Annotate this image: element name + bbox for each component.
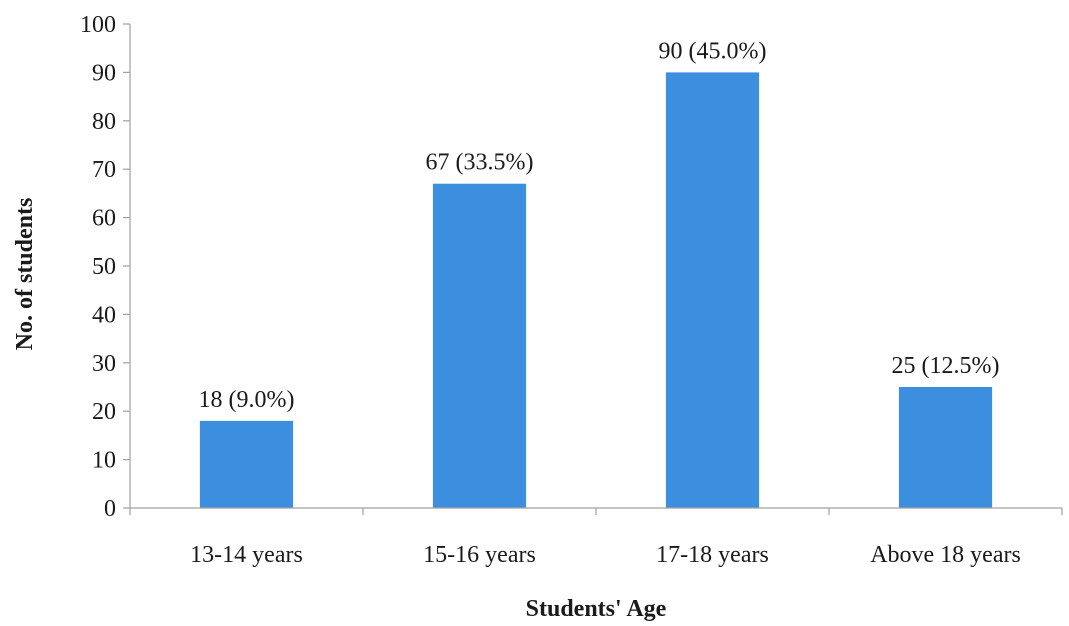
x-tick-label: Above 18 years: [870, 542, 1021, 568]
x-tick-label: 13-14 years: [190, 542, 303, 568]
bars: [199, 72, 993, 509]
bar-data-label: 18 (9.0%): [199, 387, 295, 413]
y-tick-label: 80: [92, 109, 116, 135]
x-axis-title: Students' Age: [526, 596, 667, 622]
x-tick-label: 15-16 years: [423, 542, 536, 568]
y-tick-label: 20: [92, 399, 116, 425]
x-axis-tick-labels: 13-14 years 15-16 years 17-18 years Above 1…: [129, 508, 1063, 568]
bar-data-label: 90 (45.0%): [659, 38, 767, 64]
bar: [199, 420, 294, 508]
y-tick-label: 50: [92, 254, 116, 280]
y-tick-label: 70: [92, 157, 116, 183]
y-tick-label: 10: [92, 448, 116, 474]
x-tick-label: 17-18 years: [656, 542, 769, 568]
bar: [432, 183, 527, 508]
bar-data-label: 67 (33.5%): [426, 150, 534, 176]
y-tick-label: 0: [104, 496, 116, 522]
y-tick-label: 60: [92, 206, 116, 232]
data-labels: 18 (9.0%) 67 (33.5%) 90 (45.0%) 25 (12.5%): [199, 38, 1000, 412]
y-tick-label: 100: [80, 12, 116, 38]
bar: [665, 72, 760, 509]
bar: [898, 387, 993, 508]
bar-data-label: 25 (12.5%): [892, 353, 1000, 379]
y-tick-label: 30: [92, 351, 116, 377]
y-axis-title: No. of students: [12, 198, 38, 351]
y-tick-label: 90: [92, 60, 116, 86]
y-axis-ticks: 0 10 20 30 40 50 60 70 80 90 100: [80, 12, 130, 522]
y-tick-label: 40: [92, 302, 116, 328]
